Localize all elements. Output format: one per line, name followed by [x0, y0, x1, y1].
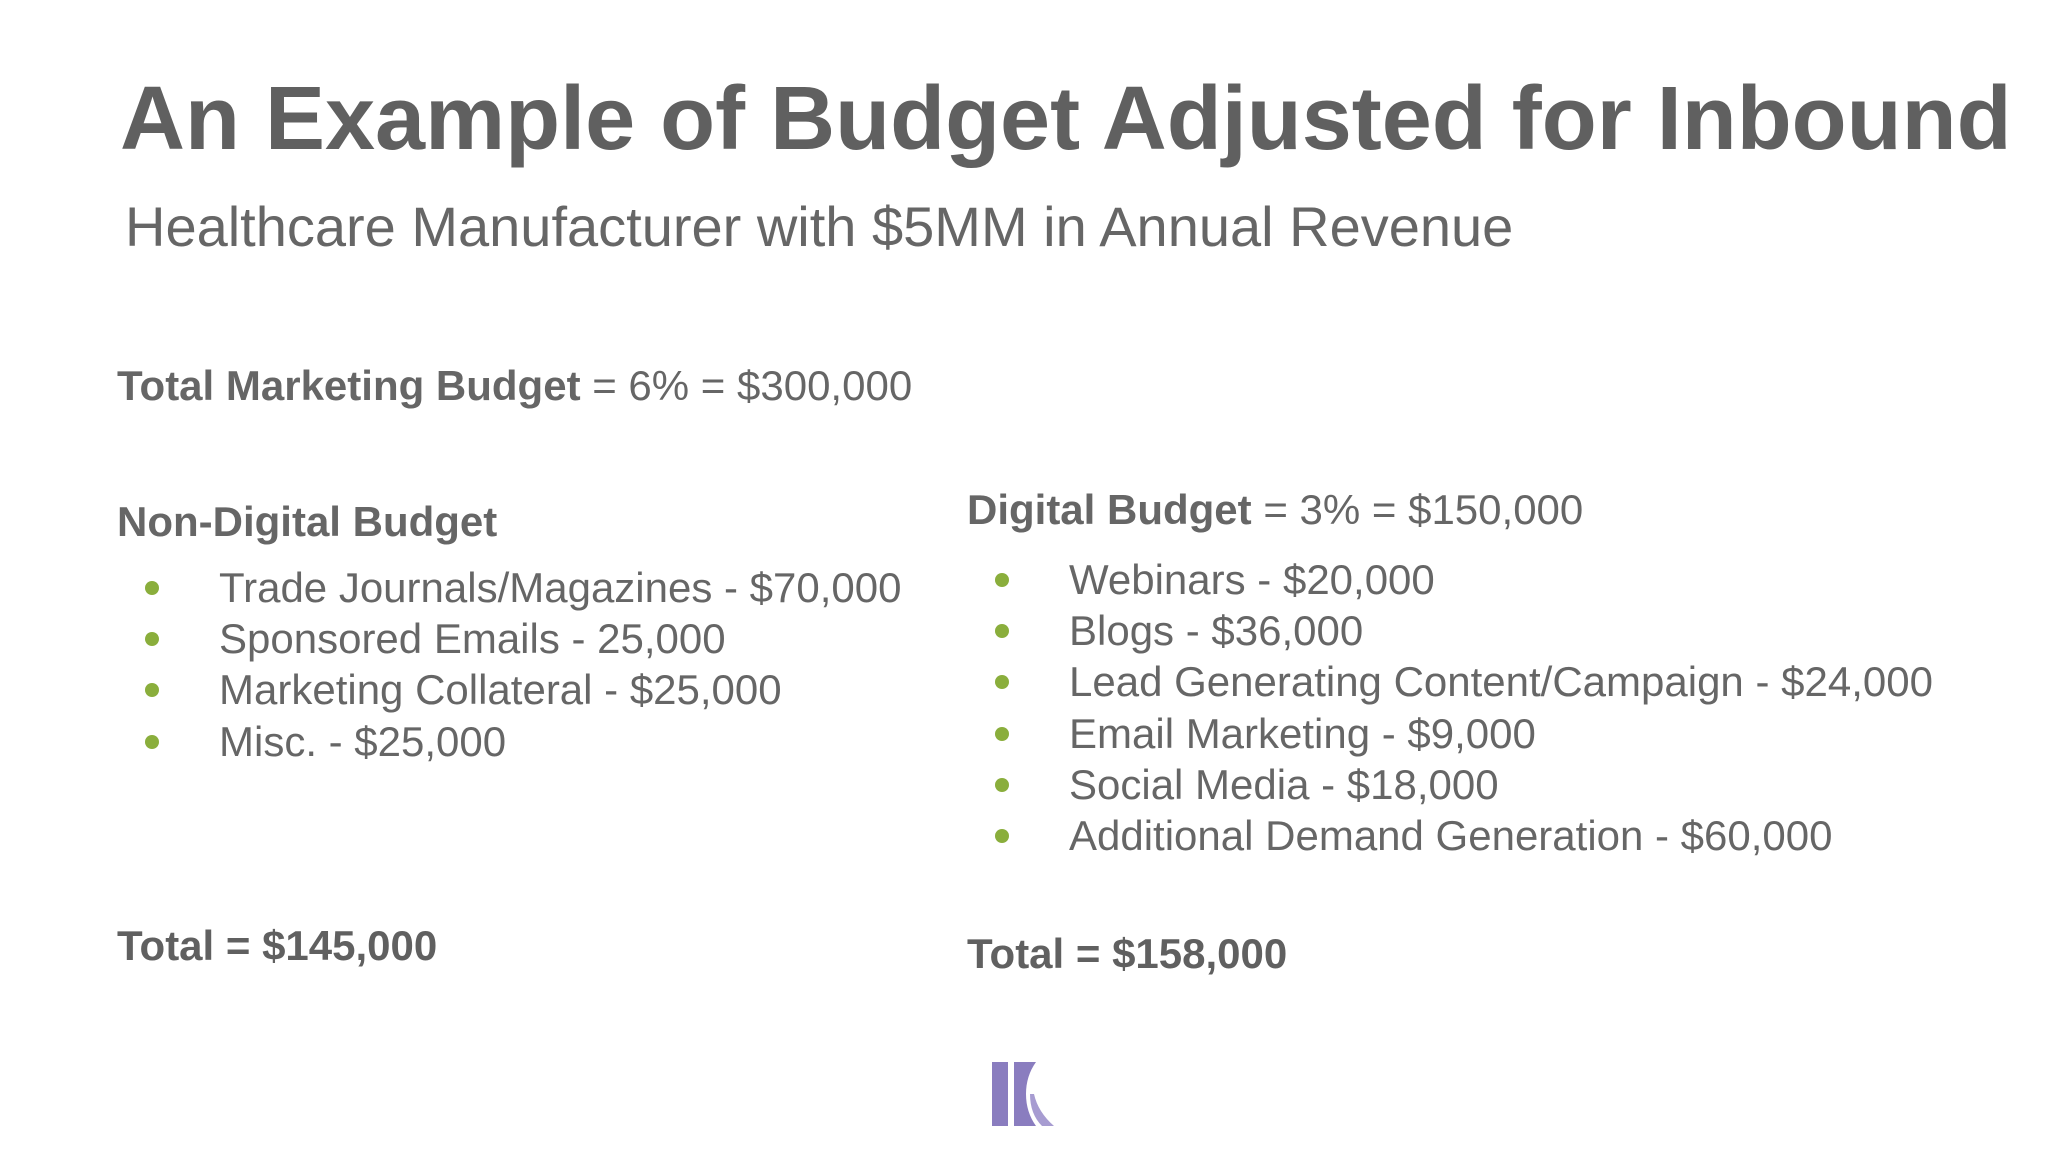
logo-tail-shape [1030, 1094, 1054, 1126]
slide-subtitle: Healthcare Manufacturer with $5MM in Ann… [125, 195, 1514, 258]
list-item: Marketing Collateral - $25,000 [117, 664, 902, 715]
k-logo-icon [992, 1062, 1054, 1126]
list-item-text: Webinars - $20,000 [1069, 556, 1435, 603]
list-item: Trade Journals/Magazines - $70,000 [117, 562, 902, 613]
logo-wedge-shape [1014, 1062, 1036, 1126]
list-item: Email Marketing - $9,000 [967, 708, 1933, 759]
digital-heading-value: = 3% = $150,000 [1251, 486, 1584, 533]
list-item-text: Additional Demand Generation - $60,000 [1069, 811, 1833, 859]
digital-heading-label: Digital Budget [967, 486, 1252, 533]
bullet-icon [995, 777, 1009, 792]
list-item-text: Trade Journals/Magazines - $70,000 [219, 564, 902, 611]
list-item-text: Sponsored Emails - 25,000 [219, 615, 726, 663]
list-item-text: Lead Generating Content/Campaign - $24,0… [1069, 658, 1933, 706]
non-digital-heading: Non-Digital Budget [117, 498, 497, 546]
digital-heading: Digital Budget = 3% = $150,000 [967, 486, 1583, 534]
bullet-icon [995, 675, 1009, 690]
list-item: Webinars - $20,000 [967, 554, 1933, 605]
digital-budget-column: Digital Budget = 3% = $150,000 Webinars … [967, 486, 1933, 977]
list-item: Lead Generating Content/Campaign - $24,0… [967, 656, 1933, 707]
list-item-text: Social Media - $18,000 [1069, 760, 1499, 808]
non-digital-list: Trade Journals/Magazines - $70,000 Spons… [117, 562, 902, 767]
digital-total: Total = $158,000 [967, 930, 1288, 977]
list-item: Social Media - $18,000 [967, 759, 1933, 810]
list-item-text: Blogs - $36,000 [1069, 607, 1364, 655]
bullet-icon [145, 683, 159, 698]
non-digital-heading-label: Non-Digital Budget [117, 498, 498, 545]
list-item: Misc. - $25,000 [117, 716, 902, 767]
bullet-icon [145, 581, 159, 595]
bullet-icon [995, 573, 1009, 587]
total-marketing-value: = 6% = $300,000 [580, 362, 913, 409]
non-digital-total: Total = $145,000 [117, 922, 438, 969]
bullet-icon [145, 734, 159, 749]
non-digital-budget-column: Non-Digital Budget Trade Journals/Magazi… [117, 498, 902, 969]
bullet-icon [145, 632, 159, 647]
list-item: Sponsored Emails - 25,000 [117, 613, 902, 664]
list-item: Additional Demand Generation - $60,000 [967, 810, 1933, 861]
bullet-icon [995, 828, 1009, 843]
slide-title: An Example of Budget Adjusted for Inboun… [120, 69, 2012, 169]
digital-list: Webinars - $20,000 Blogs - $36,000 Lead … [967, 554, 1933, 861]
total-marketing-label: Total Marketing Budget [117, 362, 581, 409]
logo-bar-shape [992, 1062, 1008, 1126]
list-item-text: Marketing Collateral - $25,000 [219, 666, 782, 714]
bullet-icon [995, 726, 1009, 741]
bullet-icon [995, 624, 1009, 639]
list-item-text: Misc. - $25,000 [219, 717, 507, 765]
total-marketing-budget: Total Marketing Budget = 6% = $300,000 [117, 362, 912, 410]
list-item: Blogs - $36,000 [967, 605, 1933, 656]
list-item-text: Email Marketing - $9,000 [1069, 709, 1536, 757]
